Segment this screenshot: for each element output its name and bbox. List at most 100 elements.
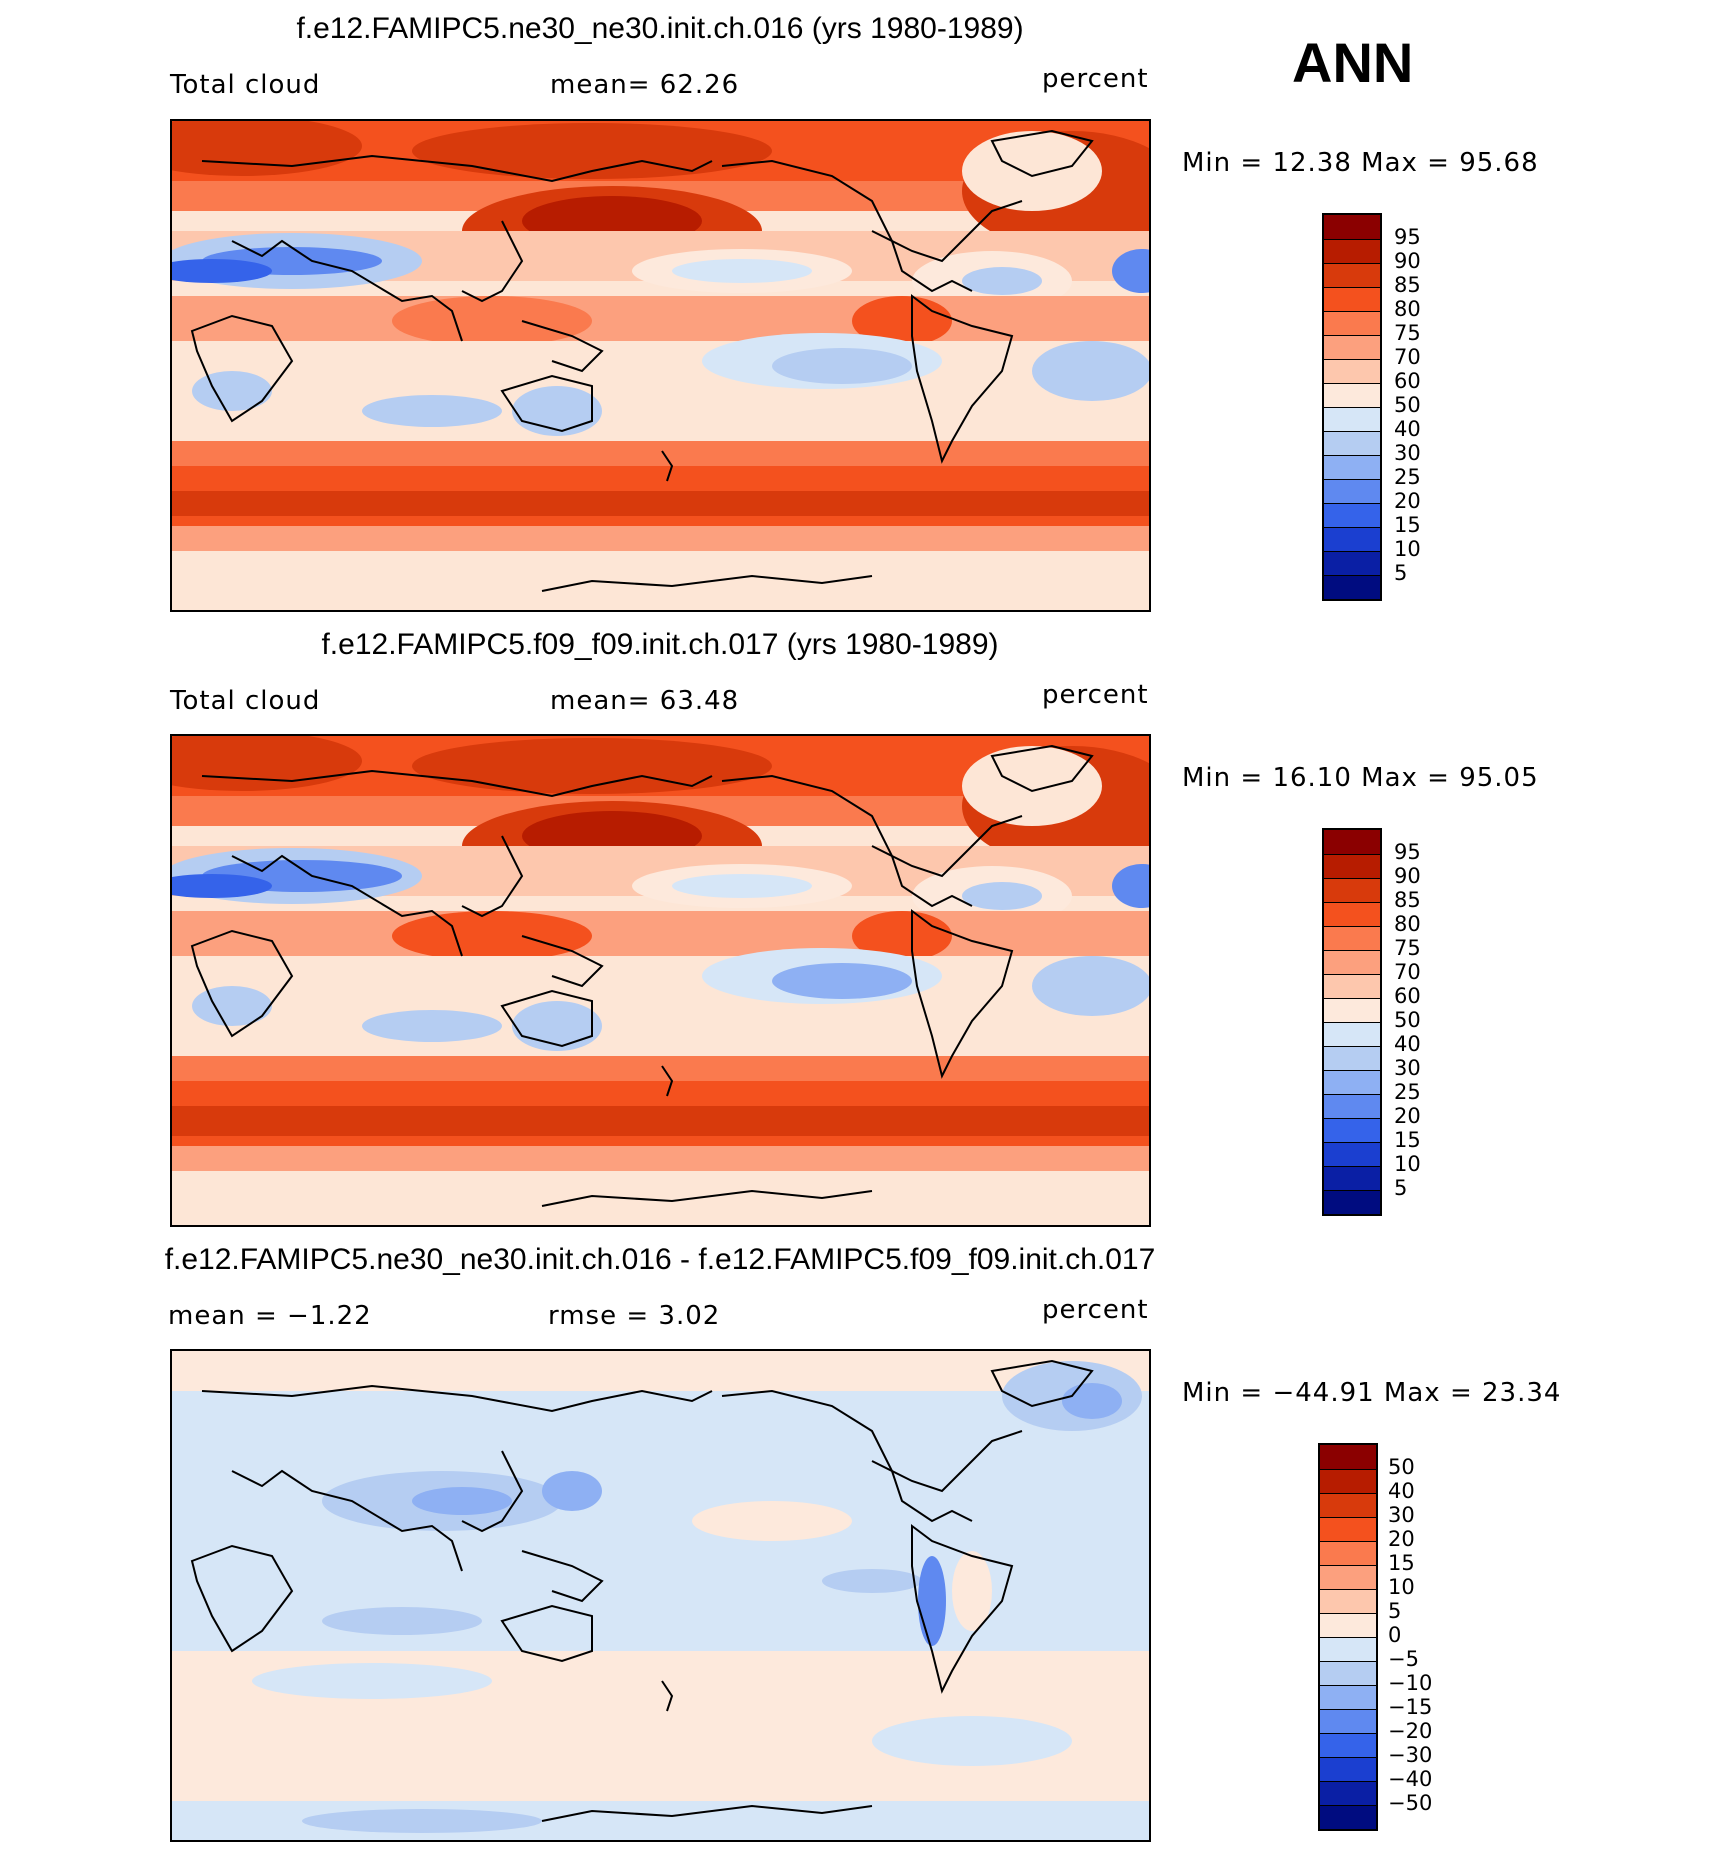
colorbar-swatch <box>1320 1541 1376 1565</box>
panel-3-colorbar-scale <box>1318 1443 1378 1831</box>
colorbar-swatch <box>1320 1565 1376 1589</box>
colorbar-label: 40 <box>1394 417 1421 441</box>
panel-1-title: f.e12.FAMIPC5.ne30_ne30.init.ch.016 (yrs… <box>296 12 1024 45</box>
colorbar-swatch <box>1324 1046 1380 1070</box>
colorbar-swatch <box>1320 1613 1376 1637</box>
season-label: ANN <box>1292 31 1414 94</box>
colorbar-label: 50 <box>1394 393 1421 417</box>
colorbar-swatch <box>1324 215 1380 239</box>
colorbar-swatch <box>1324 950 1380 974</box>
colorbar-swatch <box>1324 551 1380 575</box>
colorbar-label: 10 <box>1388 1575 1415 1599</box>
colorbar-label: 70 <box>1394 960 1421 984</box>
colorbar-swatch <box>1324 854 1380 878</box>
colorbar-label: −5 <box>1388 1647 1419 1671</box>
colorbar-swatch <box>1324 383 1380 407</box>
colorbar-label: 95 <box>1394 225 1421 249</box>
colorbar-swatch <box>1324 263 1380 287</box>
colorbar-label: −10 <box>1388 1671 1433 1695</box>
colorbar-swatch <box>1324 455 1380 479</box>
colorbar-label: 25 <box>1394 465 1421 489</box>
colorbar-swatch <box>1320 1445 1376 1469</box>
colorbar-label: 40 <box>1394 1032 1421 1056</box>
colorbar-swatch <box>1324 878 1380 902</box>
colorbar-label: 60 <box>1394 369 1421 393</box>
colorbar-label: 70 <box>1394 345 1421 369</box>
colorbar-label: 30 <box>1388 1503 1415 1527</box>
colorbar-swatch <box>1320 1661 1376 1685</box>
panel-3-units-label: percent <box>1042 1295 1149 1325</box>
panel-3-contour-field <box>172 1351 1149 1840</box>
colorbar-swatch <box>1324 1142 1380 1166</box>
panel-3-minmax: Min = −44.91 Max = 23.34 <box>1182 1378 1562 1408</box>
panel-1-mean-label: mean= 62.26 <box>550 70 740 100</box>
colorbar-swatch <box>1324 1118 1380 1142</box>
colorbar-label: 20 <box>1388 1527 1415 1551</box>
colorbar-label: −20 <box>1388 1719 1433 1743</box>
colorbar-swatch <box>1324 998 1380 1022</box>
colorbar-swatch <box>1320 1733 1376 1757</box>
colorbar-swatch <box>1324 974 1380 998</box>
panel-1-map <box>170 119 1151 612</box>
colorbar-label: 90 <box>1394 249 1421 273</box>
colorbar-label: 50 <box>1394 1008 1421 1032</box>
colorbar-label: 80 <box>1394 912 1421 936</box>
colorbar-swatch <box>1324 239 1380 263</box>
colorbar-label: 40 <box>1388 1479 1415 1503</box>
colorbar-swatch <box>1324 575 1380 599</box>
colorbar-swatch <box>1320 1805 1376 1829</box>
colorbar-label: 10 <box>1394 537 1421 561</box>
colorbar-swatch <box>1324 830 1380 854</box>
colorbar-label: −50 <box>1388 1791 1433 1815</box>
panel-2-title: f.e12.FAMIPC5.f09_f09.init.ch.017 (yrs 1… <box>321 628 999 661</box>
colorbar-swatch <box>1324 1166 1380 1190</box>
colorbar-swatch <box>1324 503 1380 527</box>
colorbar-label: 85 <box>1394 273 1421 297</box>
panel-2-contour-field <box>172 736 1149 1225</box>
panel-3-rmse-label: rmse = 3.02 <box>548 1301 721 1331</box>
colorbar-label: 15 <box>1394 513 1421 537</box>
colorbar-swatch <box>1324 287 1380 311</box>
colorbar-swatch <box>1320 1517 1376 1541</box>
colorbar-label: 75 <box>1394 936 1421 960</box>
colorbar-label: 5 <box>1394 1176 1408 1200</box>
panel-2-minmax: Min = 16.10 Max = 95.05 <box>1182 763 1539 793</box>
colorbar-label: −30 <box>1388 1743 1433 1767</box>
panel-2-variable-label: Total cloud <box>170 686 321 716</box>
colorbar-label: 10 <box>1394 1152 1421 1176</box>
colorbar-label: 25 <box>1394 1080 1421 1104</box>
panel-3-title: f.e12.FAMIPC5.ne30_ne30.init.ch.016 - f.… <box>164 1243 1156 1276</box>
colorbar-swatch <box>1324 1190 1380 1214</box>
colorbar-label: 60 <box>1394 984 1421 1008</box>
panel-1-colorbar: 95 90 85 80 75 70 60 50 40 30 25 20 15 10 5 <box>1322 213 1442 603</box>
colorbar-swatch <box>1324 1094 1380 1118</box>
colorbar-swatch <box>1324 407 1380 431</box>
panel-2-map <box>170 734 1151 1227</box>
colorbar-swatch <box>1324 1070 1380 1094</box>
panel-3-map <box>170 1349 1151 1842</box>
colorbar-swatch <box>1324 1022 1380 1046</box>
colorbar-label: 0 <box>1388 1623 1402 1647</box>
colorbar-label: 90 <box>1394 864 1421 888</box>
colorbar-swatch <box>1320 1589 1376 1613</box>
colorbar-label: −40 <box>1388 1767 1433 1791</box>
panel-1-colorbar-scale <box>1322 213 1382 601</box>
panel-2-mean-label: mean= 63.48 <box>550 686 740 716</box>
colorbar-label: 5 <box>1388 1599 1402 1623</box>
colorbar-label: 5 <box>1394 561 1408 585</box>
colorbar-swatch <box>1324 479 1380 503</box>
panel-3-colorbar: 50 40 30 20 15 10 5 0 −5 −10 −15 −20 −30 −40 −50 <box>1318 1443 1458 1843</box>
colorbar-label: 50 <box>1388 1455 1415 1479</box>
panel-1-variable-label: Total cloud <box>170 70 321 100</box>
colorbar-label: 20 <box>1394 489 1421 513</box>
colorbar-label: −15 <box>1388 1695 1433 1719</box>
colorbar-swatch <box>1320 1493 1376 1517</box>
colorbar-label: 80 <box>1394 297 1421 321</box>
panel-2-colorbar-scale <box>1322 828 1382 1216</box>
colorbar-swatch <box>1320 1709 1376 1733</box>
colorbar-label: 20 <box>1394 1104 1421 1128</box>
colorbar-swatch <box>1324 311 1380 335</box>
colorbar-label: 30 <box>1394 441 1421 465</box>
panel-2-colorbar: 95 90 85 80 75 70 60 50 40 30 25 20 15 10 5 <box>1322 828 1442 1218</box>
colorbar-label: 85 <box>1394 888 1421 912</box>
